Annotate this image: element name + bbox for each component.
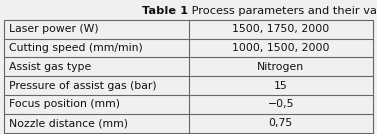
- Bar: [188, 95, 373, 114]
- Bar: [4, 114, 188, 133]
- Bar: [4, 20, 188, 39]
- Bar: [4, 76, 188, 95]
- Text: Cutting speed (mm/min): Cutting speed (mm/min): [9, 43, 143, 53]
- Text: Table 1: Table 1: [143, 5, 188, 16]
- Text: Nozzle distance (mm): Nozzle distance (mm): [9, 118, 129, 128]
- Text: Assist gas type: Assist gas type: [9, 62, 92, 72]
- Bar: [188, 76, 373, 95]
- Text: Pressure of assist gas (bar): Pressure of assist gas (bar): [9, 81, 157, 91]
- Text: 1000, 1500, 2000: 1000, 1500, 2000: [232, 43, 329, 53]
- Bar: [188, 114, 373, 133]
- Bar: [4, 57, 188, 76]
- Text: −0,5: −0,5: [268, 99, 294, 109]
- Text: Nitrogen: Nitrogen: [257, 62, 305, 72]
- Text: 1500, 1750, 2000: 1500, 1750, 2000: [232, 24, 329, 34]
- Bar: [4, 39, 188, 57]
- Text: Process parameters and their values: Process parameters and their values: [188, 5, 377, 16]
- Bar: [188, 20, 373, 39]
- Bar: [188, 57, 373, 76]
- Text: Focus position (mm): Focus position (mm): [9, 99, 120, 109]
- Text: 0,75: 0,75: [269, 118, 293, 128]
- Bar: [4, 95, 188, 114]
- Bar: [188, 39, 373, 57]
- Text: 15: 15: [274, 81, 288, 91]
- Text: Laser power (W): Laser power (W): [9, 24, 99, 34]
- Bar: [4, 20, 373, 133]
